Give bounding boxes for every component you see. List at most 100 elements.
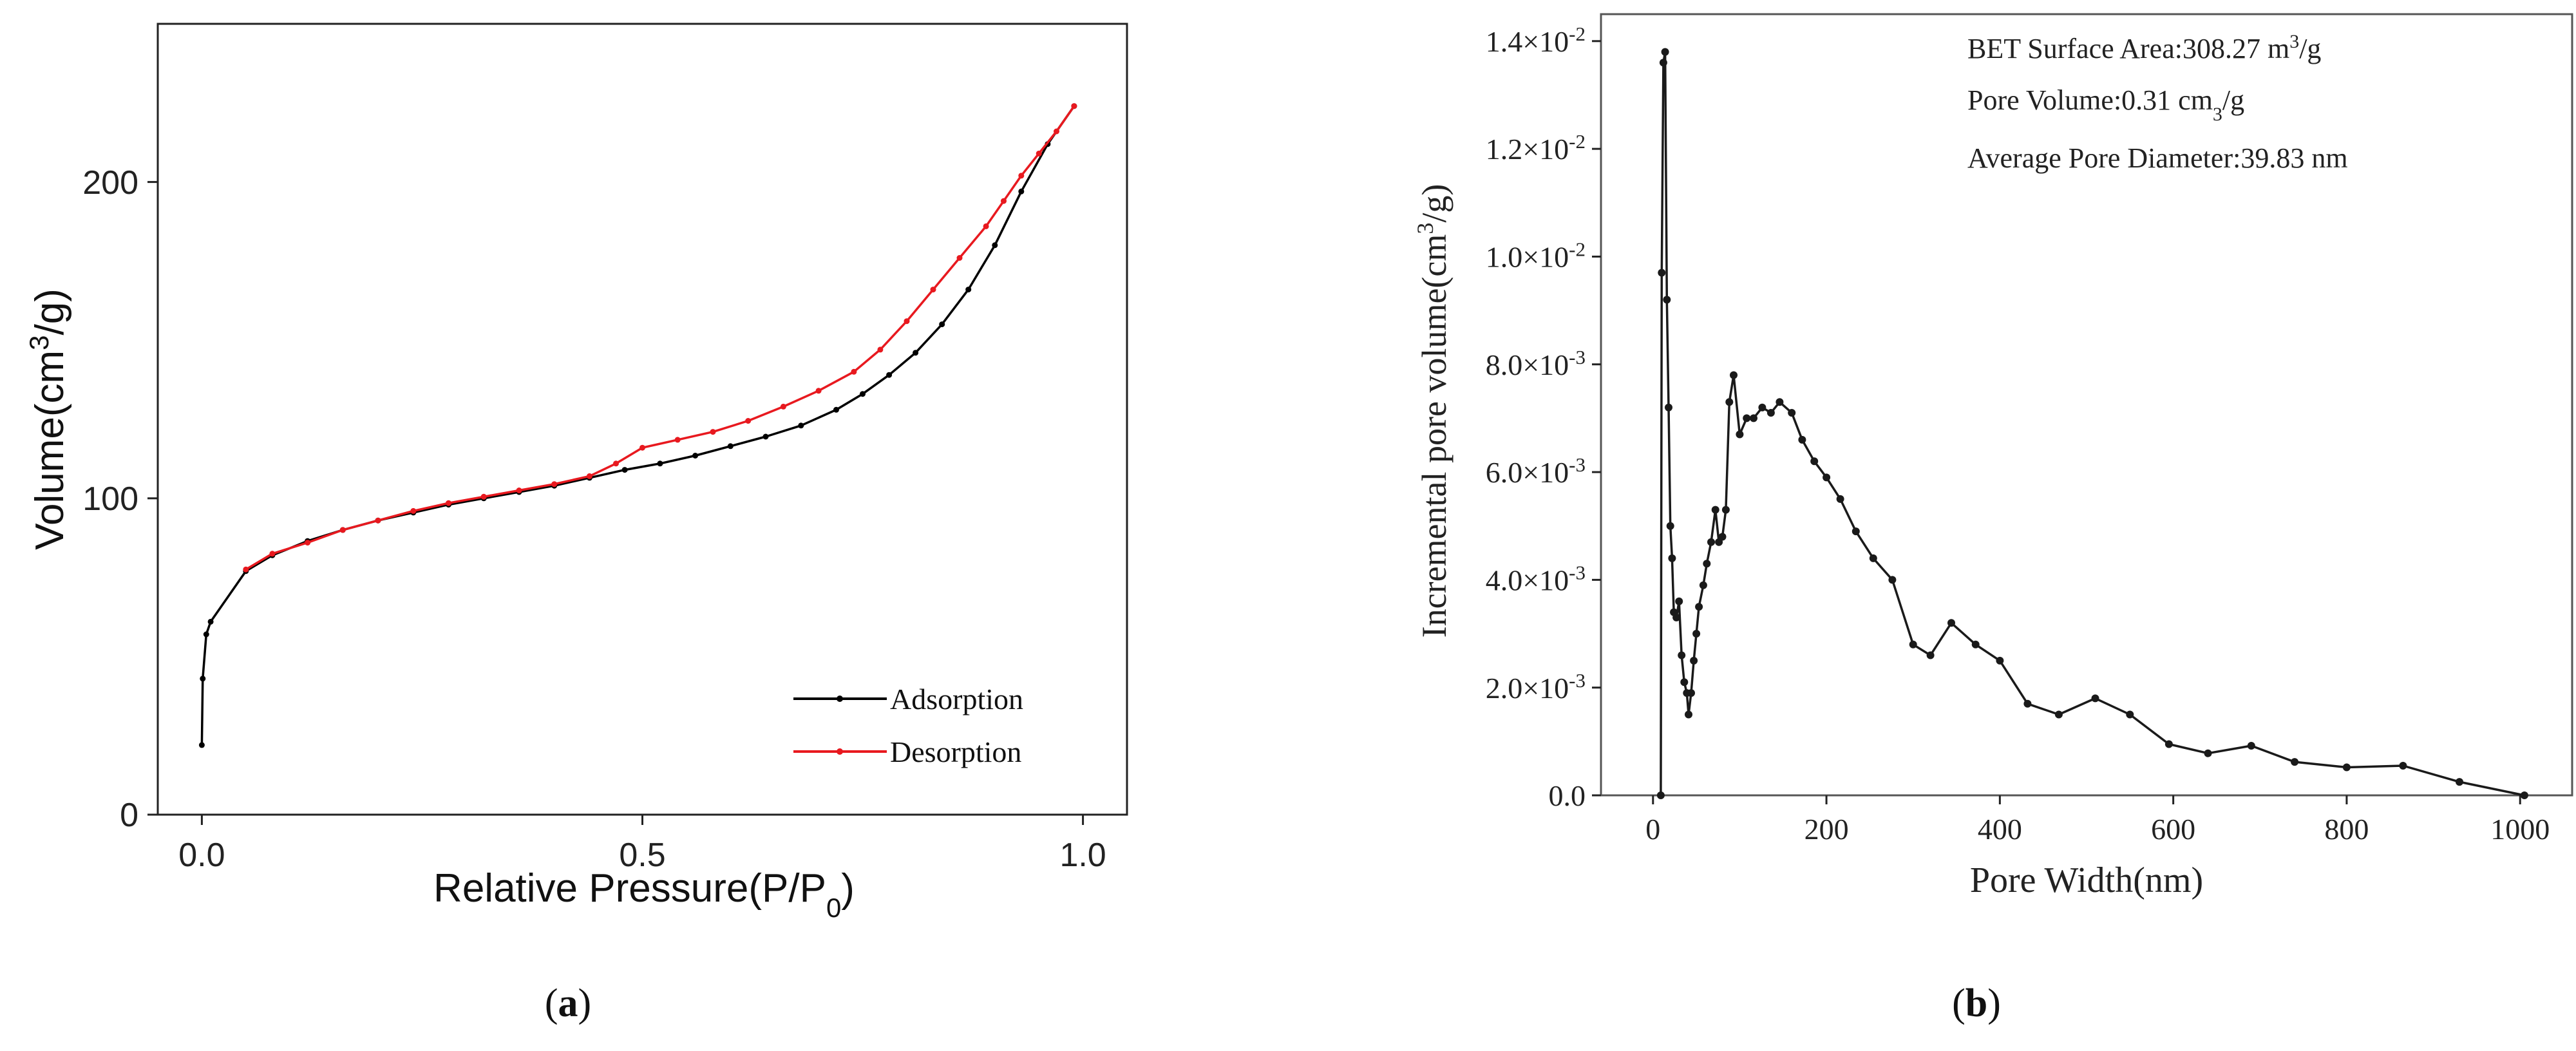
y-tick-label-base: 8.0×10 [1486,348,1569,381]
data-point-series-0 [621,467,628,473]
data-point-series-0 [1703,560,1711,568]
data-point-series-0 [1672,613,1681,621]
data-point-series-1 [586,473,592,479]
y-tick-label-exponent: -3 [1569,561,1586,583]
data-point-series-0 [798,422,804,429]
data-point-series-0 [1721,506,1730,514]
data-point-series-0 [727,443,734,450]
data-point-series-0 [1687,689,1695,697]
data-point-series-1 [1001,198,1007,204]
annotation-pore-volume: Pore Volume:0.31 cm3/g [1967,84,2244,125]
data-point-series-1 [480,493,487,500]
data-point-series-0 [1798,435,1806,444]
y-tick-label-base: 1.2×10 [1486,133,1569,166]
data-point-series-0 [1680,678,1689,686]
x-tick-label: 0.0 [178,837,225,874]
data-point-series-0 [2456,778,2463,786]
data-point-series-0 [886,372,893,378]
data-point-series-1 [851,368,857,375]
data-point-series-0 [1678,651,1686,659]
data-point-series-0 [1736,430,1744,439]
panel-a-legend: Adsorption Desorption [793,683,1023,768]
data-point-series-0 [1018,188,1025,194]
panel-a-isotherm-chart: 0.0 0.5 1.0 0 100 200 Adsorption Desorption R… [24,23,1128,1025]
data-point-series-1 [956,255,963,261]
legend-adsorption-marker [837,696,843,702]
data-point-series-0 [1661,48,1669,56]
data-point-series-0 [992,242,998,249]
data-point-series-1 [780,403,786,410]
data-point-series-0 [1725,398,1734,406]
data-point-series-0 [2091,694,2099,703]
panel-a-x-axis-title: Relative Pressure(P/P0) [433,866,855,923]
data-point-series-1 [551,481,558,488]
panel-a-series [198,103,1077,748]
panel-b-pore-distribution-chart: 0 200 400 600 800 10000.02.0×10-34.0×10-36.0×… [1412,13,2573,1025]
data-point-series-0 [692,453,699,459]
panel-a-xlabel-end: ) [841,866,855,911]
data-point-series-0 [2126,710,2134,719]
panel-b-caption-label: (b) [1952,981,2001,1025]
y-tick-label-exponent: -2 [1569,130,1586,153]
data-point-series-0 [2164,740,2173,748]
data-point-series-0 [1663,296,1671,304]
y-tick-label-exponent: -3 [1569,668,1586,691]
panel-b-annotations: BET Surface Area:308.27 m3/g Pore Volume… [1967,31,2348,175]
data-point-series-0 [1758,403,1766,412]
data-point-series-1 [243,566,249,573]
panel-a-ylabel-end: /g) [28,289,72,335]
x-tick-label: 400 [1978,813,2022,846]
annotation-bet-surface-area: BET Surface Area:308.27 m3/g [1967,31,2321,65]
data-point-series-0 [2520,791,2528,799]
panel-a-axes: 0.0 0.5 1.0 0 100 200 [82,164,1106,874]
panel-a-ylabel-main: Volume(cm [28,350,72,550]
y-tick-label: 0 [120,797,138,834]
y-tick-label-exponent: -3 [1569,453,1586,476]
data-point-series-0 [657,460,663,467]
y-tick-label: 2.0×10-3 [1486,668,1586,705]
y-tick-label-base: 0.0 [1549,779,1586,812]
data-point-series-1 [930,287,936,293]
data-point-series-0 [200,676,206,682]
x-tick-label: 200 [1804,813,1849,846]
data-point-series-0 [860,391,866,397]
data-point-series-1 [613,460,619,467]
data-point-series-0 [1658,269,1666,277]
panel-a-ylabel-sup: 3 [24,335,54,350]
data-point-series-0 [1665,403,1672,412]
data-point-series-1 [516,488,522,493]
panel-b-axes: 0 200 400 600 800 10000.02.0×10-34.0×10-36.0×… [1486,22,2550,846]
panel-b-x-axis-title: Pore Width(nm) [1970,860,2203,900]
data-point-series-1 [639,444,645,451]
x-tick-label: 1000 [2490,813,2550,846]
data-point-series-0 [203,631,209,638]
data-point-series-0 [1685,710,1692,719]
data-point-series-0 [965,287,972,293]
data-point-series-1 [305,540,311,546]
y-tick-label-base: 6.0×10 [1486,456,1569,489]
data-point-series-0 [1947,619,1955,627]
annotation-pv-text: Pore Volume:0.31 cm [1967,84,2213,116]
annotation-pv-sub: 3 [2213,104,2222,125]
data-point-series-0 [2399,762,2407,770]
panel-a-caption-letter: a [558,981,578,1025]
y-tick-label-exponent: -2 [1569,22,1586,44]
data-point-series-0 [1699,581,1707,589]
y-tick-label-exponent: -2 [1569,238,1586,260]
data-point-series-0 [2247,742,2255,750]
annotation-pv-end: /g [2222,84,2244,116]
data-point-series-0 [939,321,945,328]
y-tick-label: 0.0 [1549,779,1586,812]
data-point-series-0 [1668,554,1676,562]
data-point-series-0 [1656,791,1665,799]
y-tick-label-base: 4.0×10 [1486,563,1569,596]
y-tick-label: 200 [82,164,138,202]
y-tick-label-base: 1.0×10 [1486,241,1569,274]
data-point-series-1 [1018,173,1025,179]
data-point-series-1 [983,223,989,229]
data-point-series-1 [410,507,417,514]
data-point-series-0 [1776,398,1784,406]
y-tick-label-base: 1.4×10 [1486,25,1569,58]
